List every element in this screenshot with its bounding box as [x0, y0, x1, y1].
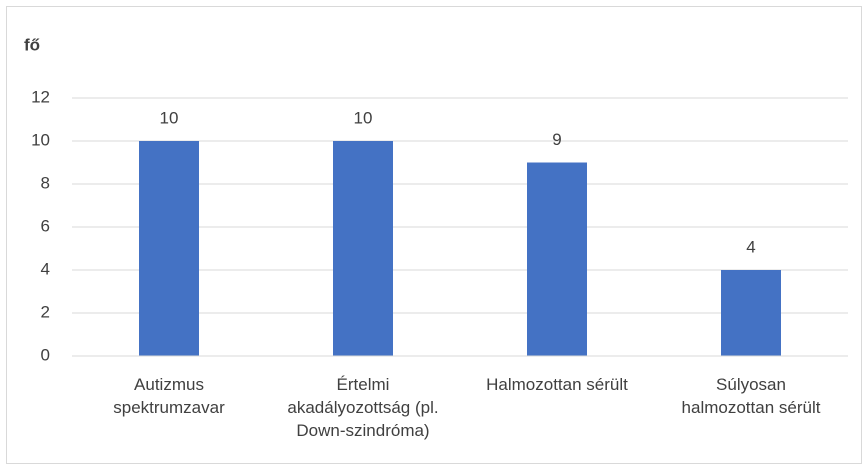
bar [139, 141, 199, 356]
y-tick-label: 12 [31, 87, 50, 106]
chart-border [6, 6, 862, 464]
x-tick-label: Autizmus spektrumzavar [113, 375, 225, 417]
y-tick-label: 4 [41, 259, 50, 278]
bar [721, 270, 781, 356]
bar [527, 162, 587, 356]
data-label: 10 [160, 108, 179, 127]
y-axis-label: fő [24, 35, 40, 54]
x-tick-label: Súlyosan halmozottan sérült [682, 375, 821, 417]
y-tick-label: 8 [41, 173, 50, 192]
data-label: 10 [354, 108, 373, 127]
data-label: 4 [746, 237, 755, 256]
y-tick-label: 6 [41, 216, 50, 235]
x-tick-label: Halmozottan sérült [486, 375, 628, 394]
y-tick-label: 0 [41, 345, 50, 364]
bar [333, 141, 393, 356]
y-tick-label: 2 [41, 302, 50, 321]
data-label: 9 [552, 130, 561, 149]
y-tick-label: 10 [31, 130, 50, 149]
x-tick-label: Értelmi akadályozottság (pl. Down-szindróm… [287, 375, 438, 440]
